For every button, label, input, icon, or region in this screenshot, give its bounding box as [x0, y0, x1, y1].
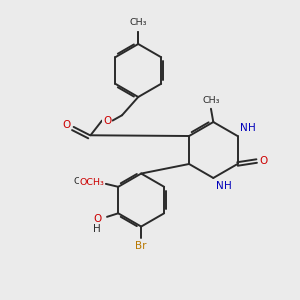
- Text: CH₃: CH₃: [202, 96, 220, 105]
- Text: O: O: [259, 156, 267, 166]
- Text: N: N: [240, 123, 248, 133]
- Text: CH₃: CH₃: [130, 18, 147, 27]
- Text: H: H: [224, 181, 231, 191]
- Text: CH₃: CH₃: [130, 20, 147, 29]
- Text: O: O: [93, 214, 101, 224]
- Text: Br: Br: [135, 241, 147, 251]
- Text: O: O: [90, 176, 98, 187]
- Text: CH₃: CH₃: [74, 177, 91, 186]
- Text: OCH₃: OCH₃: [79, 178, 104, 187]
- Text: H: H: [93, 224, 101, 234]
- Text: O: O: [62, 120, 70, 130]
- Text: O: O: [103, 116, 111, 126]
- Text: N: N: [216, 181, 224, 191]
- Text: H: H: [248, 123, 256, 133]
